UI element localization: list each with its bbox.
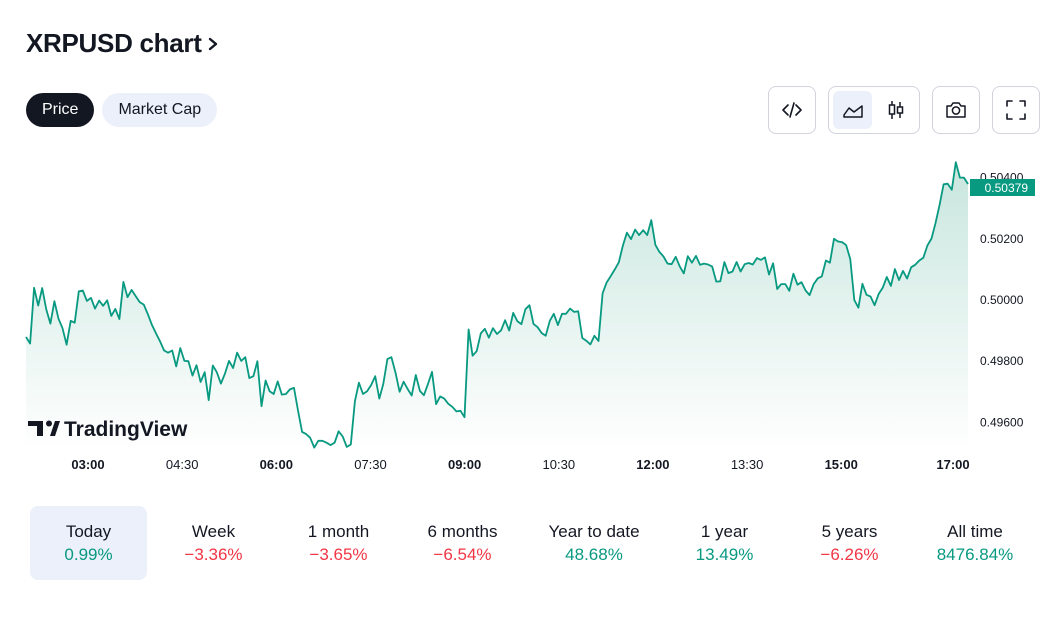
period-label: Week — [191, 521, 236, 541]
watermark-text: TradingView — [64, 418, 188, 441]
screenshot-button[interactable] — [932, 86, 980, 134]
tab-market-cap[interactable]: Market Cap — [102, 93, 218, 127]
x-tick-label: 06:00 — [260, 457, 293, 472]
chart-mode-tabs: Price Market Cap — [26, 93, 218, 127]
last-price-label: 0.50379 — [985, 181, 1029, 195]
period-week[interactable]: Week −3.36% — [155, 506, 272, 580]
period-all-time[interactable]: All time 8476.84% — [916, 506, 1034, 580]
period-change: 48.68% — [565, 544, 623, 564]
chart-title-link[interactable]: XRPUSD chart — [26, 28, 220, 59]
x-tick-label: 13:30 — [731, 457, 764, 472]
period-label: Year to date — [548, 521, 640, 541]
tab-price[interactable]: Price — [26, 93, 95, 127]
tradingview-logo: TradingView — [28, 418, 188, 441]
candlestick-chart-button[interactable] — [876, 91, 915, 129]
y-tick-label: 0.50200 — [980, 232, 1024, 246]
x-tick-label: 10:30 — [543, 457, 576, 472]
fullscreen-button[interactable] — [992, 86, 1040, 134]
period-change: −3.65% — [309, 544, 368, 564]
period-label: 1 month — [307, 521, 370, 541]
page-title: XRPUSD chart — [26, 28, 202, 58]
y-tick-label: 0.50000 — [980, 293, 1024, 307]
x-tick-label: 12:00 — [636, 457, 669, 472]
period-change: −6.54% — [433, 544, 492, 564]
period-label: Today — [65, 521, 112, 541]
period-label: All time — [947, 521, 1003, 541]
x-tick-label: 17:00 — [936, 457, 969, 472]
period-change: 0.99% — [64, 544, 113, 564]
price-chart[interactable]: 0.50400 0.50200 0.50000 0.49800 0.49600 03:0… — [0, 150, 1062, 480]
period-year-to-date[interactable]: Year to date 48.68% — [530, 506, 658, 580]
area-chart-icon — [842, 105, 863, 118]
embed-button[interactable] — [768, 86, 816, 134]
chevron-right-icon — [208, 37, 217, 50]
x-tick-label: 03:00 — [71, 457, 104, 472]
period-change: 8476.84% — [936, 544, 1014, 564]
x-tick-label: 09:00 — [448, 457, 481, 472]
period-change: −3.36% — [184, 544, 243, 564]
period-1-month[interactable]: 1 month −3.65% — [280, 506, 397, 580]
area-chart-button[interactable] — [833, 91, 872, 129]
period-change: −6.26% — [820, 544, 879, 564]
period-today[interactable]: Today 0.99% — [30, 506, 147, 580]
camera-icon — [946, 102, 966, 118]
x-tick-label: 15:00 — [825, 457, 858, 472]
period-performance: Today 0.99% Week −3.36% 1 month −3.65% 6… — [30, 506, 1034, 580]
chart-style-switcher — [828, 86, 920, 134]
x-tick-label: 07:30 — [354, 457, 387, 472]
y-tick-label: 0.49800 — [980, 354, 1024, 368]
period-label: 6 months — [427, 521, 498, 541]
period-6-months[interactable]: 6 months −6.54% — [404, 506, 521, 580]
period-label: 1 year — [700, 521, 749, 541]
period-1-year[interactable]: 1 year 13.49% — [666, 506, 783, 580]
price-area-fill — [26, 162, 968, 450]
price-series-line — [25, 161, 969, 449]
last-price-badge: 0.50379 — [970, 179, 1035, 196]
y-tick-label: 0.49600 — [980, 415, 1024, 429]
period-label: 5 years — [821, 521, 878, 541]
period-change: 13.49% — [695, 544, 754, 564]
x-tick-label: 04:30 — [166, 457, 199, 472]
candlestick-icon — [888, 101, 903, 119]
period-5-years[interactable]: 5 years −6.26% — [791, 506, 908, 580]
fullscreen-icon — [1006, 100, 1026, 120]
embed-code-icon — [782, 102, 802, 118]
